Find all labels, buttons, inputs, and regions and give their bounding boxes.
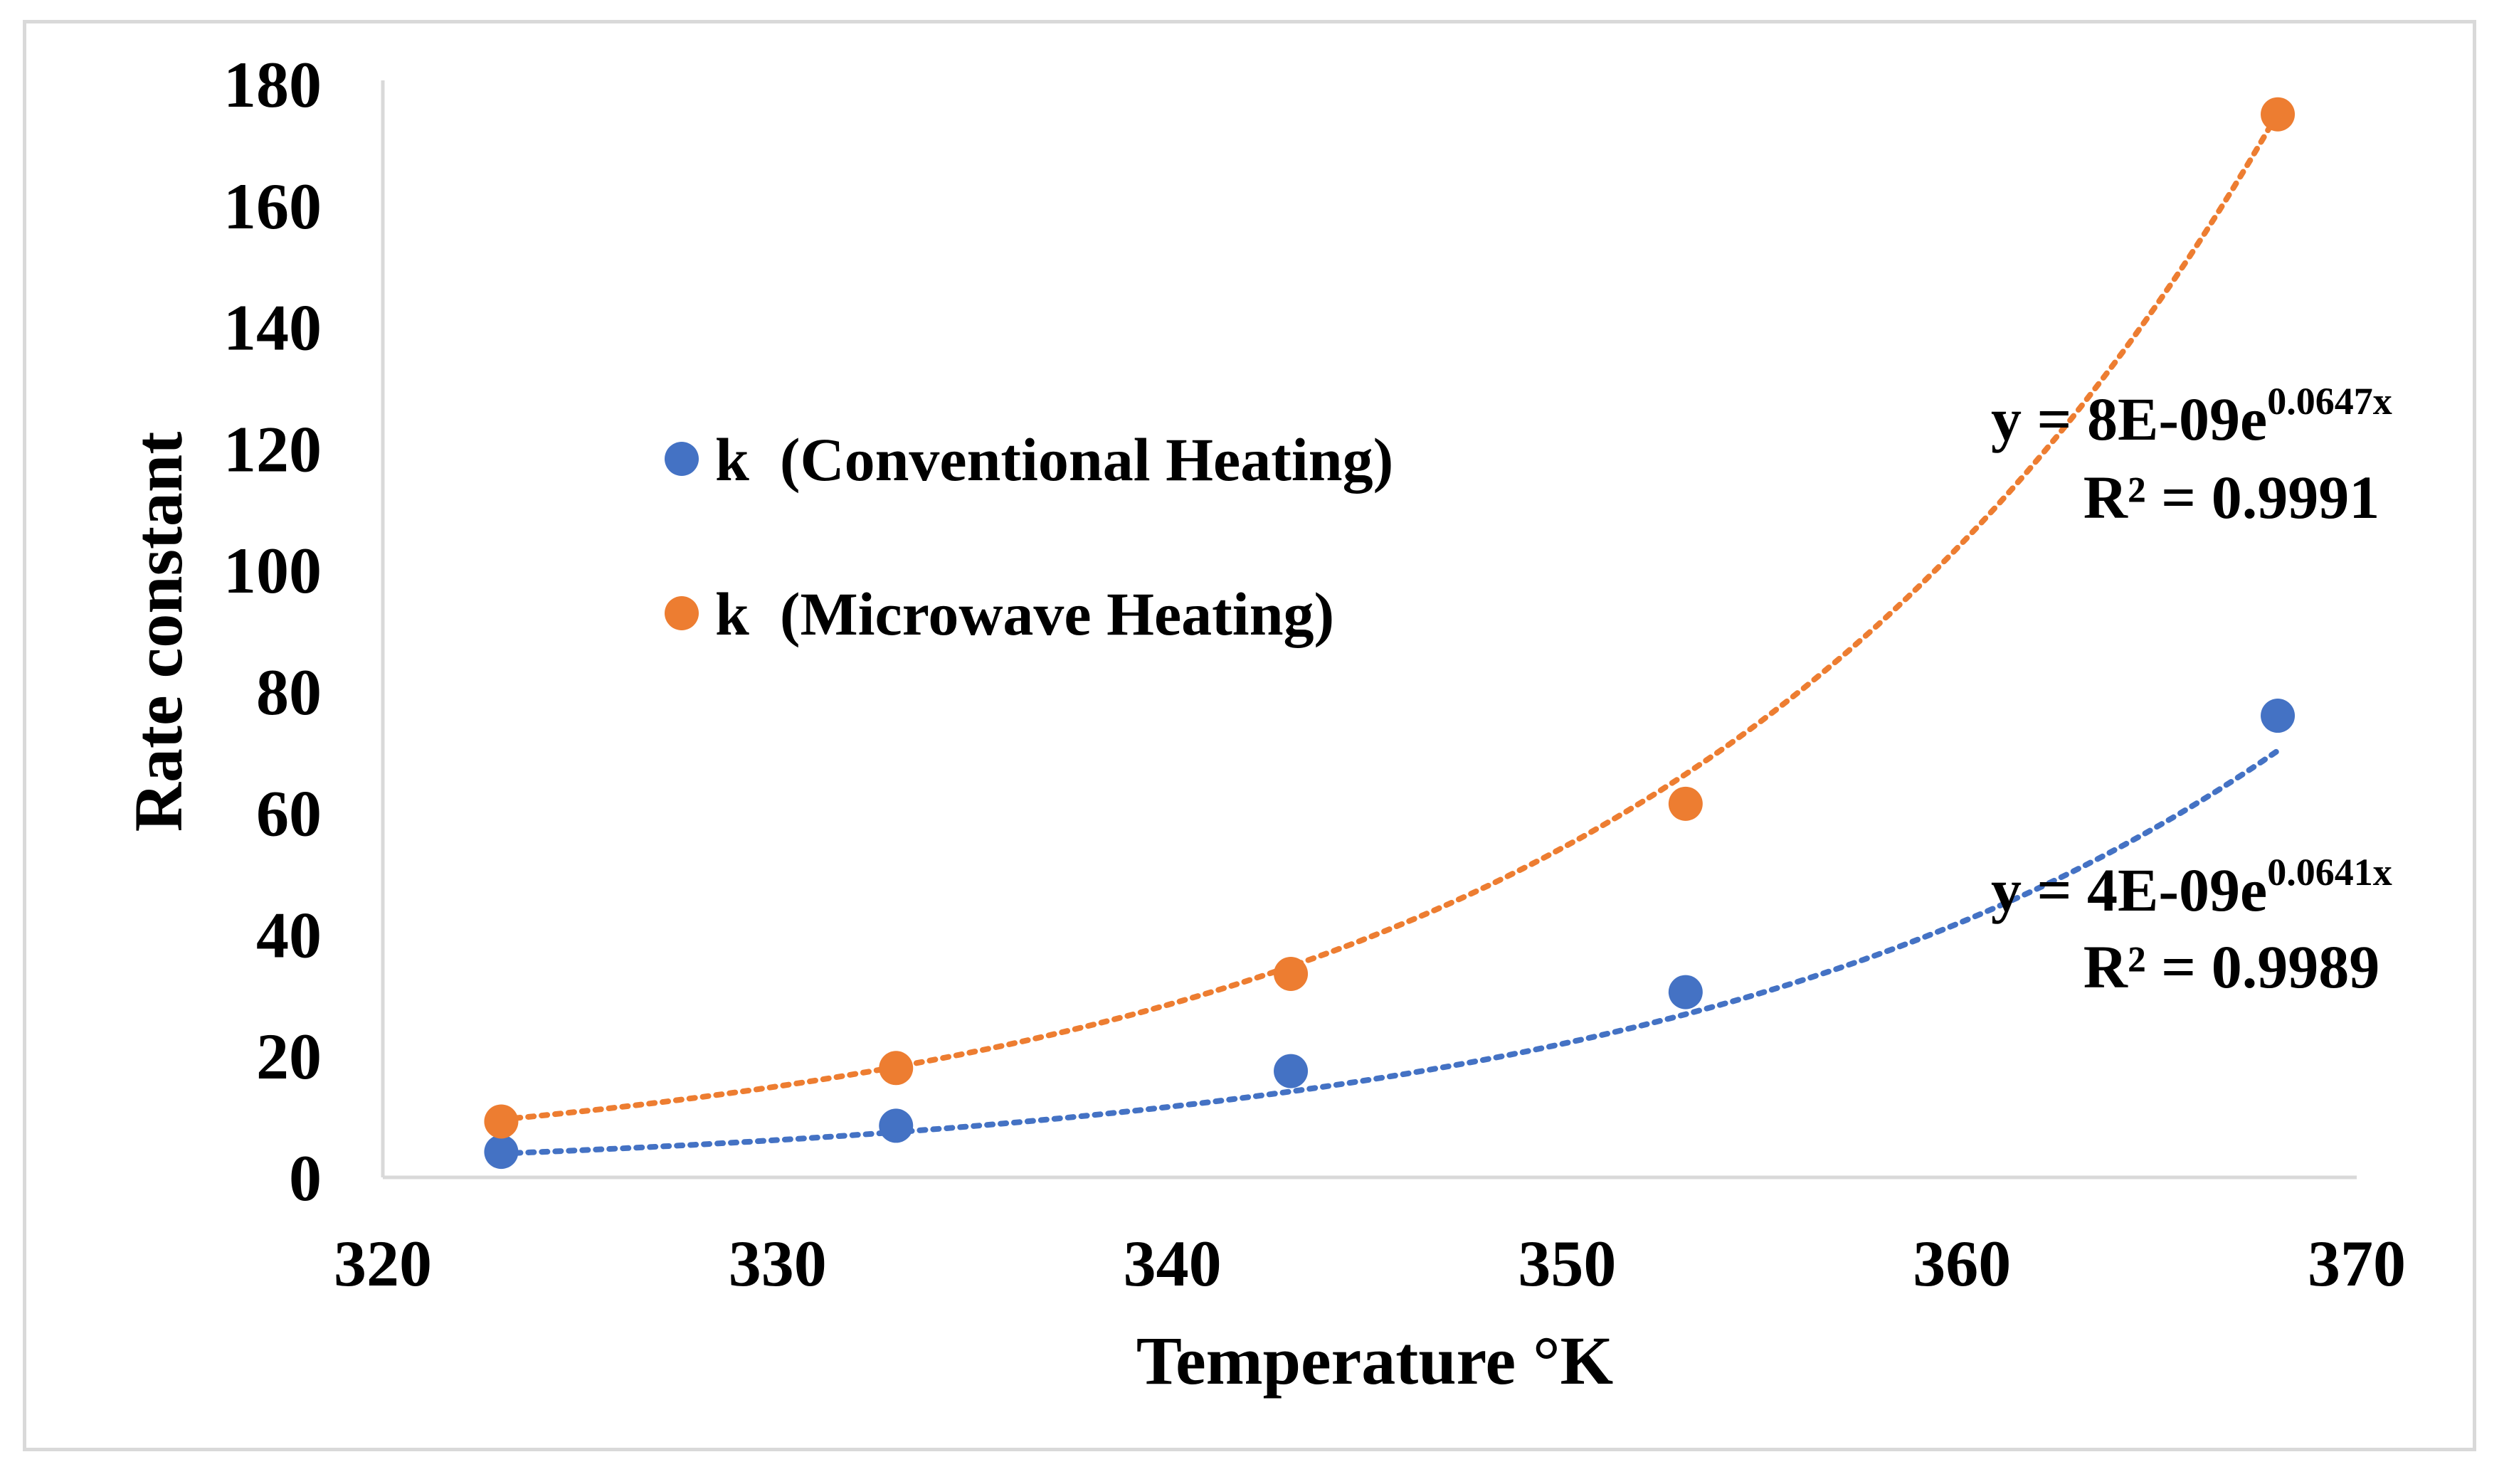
- y-tick-label: 140: [223, 292, 322, 364]
- equation-exponent: 0.0641x: [2267, 851, 2392, 894]
- data-point-microwave: [879, 1051, 914, 1086]
- equation-exponent: 0.0647x: [2267, 380, 2392, 423]
- y-tick-label: 60: [256, 778, 322, 850]
- y-tick-label: 100: [223, 534, 322, 607]
- trendline-equations: y = 8E-09e0.0647x R² = 0.9991 y = 4E-09e…: [1991, 380, 2392, 1001]
- trendline-conventional: [498, 748, 2281, 1157]
- legend-label-microwave: k (Microwave Heating): [715, 580, 1334, 648]
- legend-label-conventional: k (Conventional Heating): [715, 425, 1393, 494]
- trendline-equation-microwave: y = 8E-09e0.0647x: [1991, 380, 2392, 453]
- legend-marker-microwave: [665, 596, 699, 630]
- r-squared-conventional: R² = 0.9989: [2083, 933, 2379, 1001]
- trendlines: [498, 110, 2281, 1157]
- equation-base: y = 4E-09e: [1991, 856, 2267, 924]
- x-tick-label: 320: [334, 1227, 432, 1300]
- data-point-conventional: [879, 1108, 914, 1143]
- trendline-microwave: [498, 110, 2281, 1123]
- y-axis-title: Rate constant: [120, 432, 196, 832]
- x-tick-label: 330: [729, 1227, 827, 1300]
- y-tick-labels: 0 20 40 60 80 100 120 140 160 180: [223, 48, 322, 1214]
- y-tick-label: 20: [256, 1020, 322, 1093]
- y-tick-label: 120: [223, 413, 322, 485]
- data-point-conventional: [1274, 1054, 1309, 1088]
- trendline-equation-conventional: y = 4E-09e0.0641x: [1991, 851, 2392, 924]
- y-tick-label: 80: [256, 656, 322, 728]
- data-point-conventional: [2261, 699, 2296, 733]
- y-tick-label: 40: [256, 899, 322, 971]
- x-tick-label: 340: [1124, 1227, 1222, 1300]
- equation-base: y = 8E-09e: [1991, 385, 2267, 453]
- data-point-conventional: [484, 1135, 519, 1170]
- y-tick-label: 160: [223, 170, 322, 243]
- data-points: [484, 97, 2296, 1170]
- x-axis-title: Temperature °K: [1136, 1323, 1613, 1399]
- r-squared-microwave: R² = 0.9991: [2083, 463, 2379, 531]
- data-point-microwave: [484, 1104, 519, 1139]
- data-point-microwave: [1274, 956, 1309, 991]
- data-point-microwave: [1668, 786, 1703, 821]
- x-tick-label: 370: [2308, 1227, 2406, 1300]
- data-point-conventional: [1668, 975, 1703, 1009]
- data-point-microwave: [2261, 97, 2296, 132]
- x-tick-label: 360: [1913, 1227, 2011, 1300]
- x-tick-labels: 320 330 340 350 360 370: [334, 1227, 2406, 1300]
- axes: [381, 80, 2357, 1180]
- x-tick-label: 350: [1518, 1227, 1616, 1300]
- legend-marker-conventional: [665, 442, 699, 476]
- chart-frame: [23, 20, 2476, 1451]
- y-tick-label: 0: [289, 1142, 322, 1214]
- y-tick-label: 180: [223, 48, 322, 121]
- legend: k (Conventional Heating) k (Microwave He…: [665, 425, 1393, 648]
